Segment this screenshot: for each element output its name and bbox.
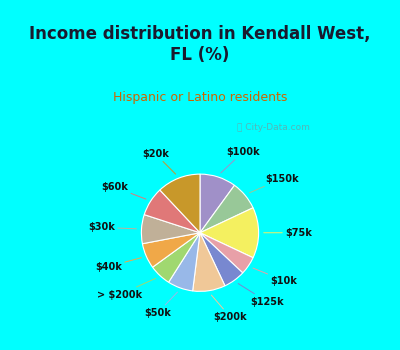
- Wedge shape: [160, 174, 200, 233]
- Text: $10k: $10k: [253, 268, 297, 286]
- Wedge shape: [144, 190, 200, 233]
- Wedge shape: [200, 208, 259, 258]
- Wedge shape: [200, 233, 253, 273]
- Text: $50k: $50k: [144, 292, 178, 318]
- Text: ⓘ City-Data.com: ⓘ City-Data.com: [237, 122, 310, 132]
- Text: Hispanic or Latino residents: Hispanic or Latino residents: [113, 91, 287, 104]
- Text: $20k: $20k: [142, 149, 176, 174]
- Text: $40k: $40k: [95, 258, 141, 272]
- Wedge shape: [141, 215, 200, 244]
- Text: > $200k: > $200k: [97, 278, 156, 300]
- Wedge shape: [142, 233, 200, 267]
- Text: $125k: $125k: [238, 284, 284, 307]
- Wedge shape: [200, 185, 253, 233]
- Text: $100k: $100k: [221, 147, 260, 173]
- Wedge shape: [193, 233, 225, 291]
- Wedge shape: [200, 174, 234, 233]
- Wedge shape: [152, 233, 200, 282]
- Text: Income distribution in Kendall West,
FL (%): Income distribution in Kendall West, FL …: [29, 26, 371, 64]
- Text: $75k: $75k: [264, 228, 312, 238]
- Wedge shape: [200, 233, 243, 286]
- Text: $200k: $200k: [211, 295, 247, 322]
- Text: $60k: $60k: [101, 182, 146, 199]
- Text: $30k: $30k: [88, 222, 136, 232]
- Wedge shape: [168, 233, 200, 291]
- Text: $150k: $150k: [250, 174, 299, 193]
